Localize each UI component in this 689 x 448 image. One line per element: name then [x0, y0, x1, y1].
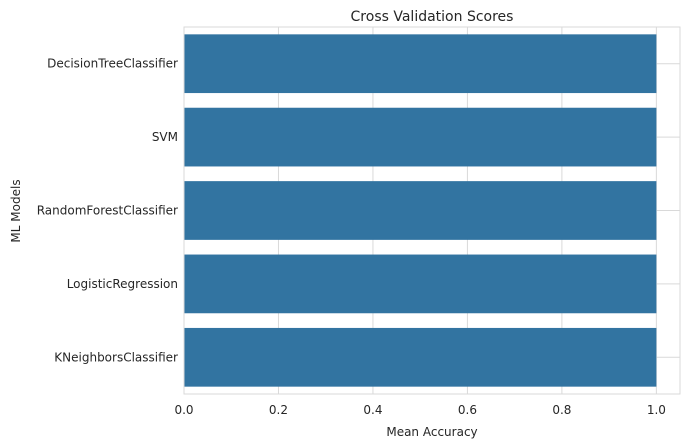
- bar: [184, 34, 657, 94]
- x-tick-label: 0.0: [174, 403, 193, 417]
- x-tick-labels: 0.0 0.2 0.4 0.6 0.8 1.0: [174, 403, 665, 417]
- plot-frame: [183, 26, 681, 395]
- x-tick-label: 1.0: [647, 403, 666, 417]
- bars-layer: [184, 34, 657, 387]
- bar: [184, 327, 657, 387]
- bar: [184, 181, 657, 240]
- x-tick-label: 0.4: [363, 403, 382, 417]
- bar: [184, 107, 657, 167]
- chart-title: Cross Validation Scores: [351, 9, 514, 25]
- x-axis-label: Mean Accuracy: [386, 425, 477, 439]
- y-axis-label: ML Models: [9, 179, 23, 242]
- bar: [184, 254, 657, 314]
- y-tick-label: SVM: [152, 130, 178, 144]
- y-tick-label: LogisticRegression: [67, 277, 178, 291]
- y-tick-label: DecisionTreeClassifier: [47, 57, 178, 71]
- x-tick-label: 0.8: [552, 403, 571, 417]
- x-tick-label: 0.6: [458, 403, 477, 417]
- y-tick-label: KNeighborsClassifier: [54, 350, 178, 364]
- x-tick-label: 0.2: [269, 403, 288, 417]
- y-tick-labels: DecisionTreeClassifier SVM RandomForestCla…: [37, 57, 178, 365]
- y-tick-label: RandomForestClassifier: [37, 204, 178, 218]
